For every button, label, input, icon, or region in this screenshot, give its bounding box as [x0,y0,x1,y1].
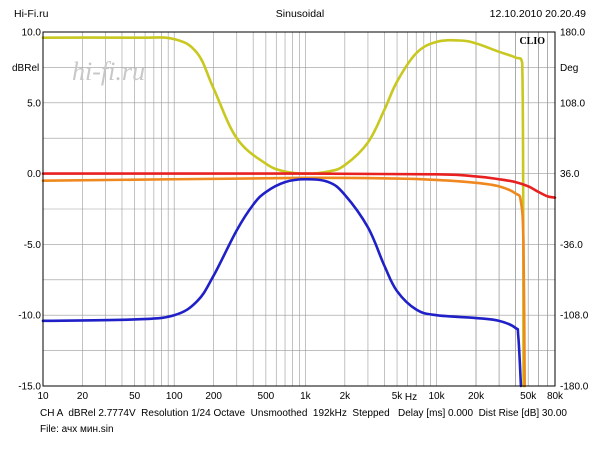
x-tick-label: 100 [166,391,183,402]
y2-axis-label: Deg [560,63,578,74]
watermark-text: hi-fi.ru [72,57,145,86]
timestamp: 12.10.2010 20.20.49 [489,8,586,20]
file-name: File: ачх мин.sin [40,424,114,435]
x-tick-label: 50 [129,391,141,402]
y-tick-label: 0.0 [27,169,41,180]
x-tick-label: 5k [392,391,404,402]
x-tick-label: 2k [340,391,352,402]
x-tick-label: 500 [258,391,275,402]
y-tick-label: 10.0 [22,28,42,39]
series-line-2 [41,172,557,199]
x-axis-label: Hz [405,392,417,403]
x-tick-label: 20k [468,391,485,402]
y-tick-label: -10.0 [18,311,41,322]
measurement-settings: CH A dBRel 2.7774V Resolution 1/24 Octav… [40,408,567,419]
y2-tick-label: 36.0 [560,169,580,180]
x-tick-label: 10k [428,391,445,402]
measurement-type: Sinusoidal [275,8,325,20]
series-line-3 [41,176,526,388]
series-line-1 [41,36,525,388]
y-tick-label: -5.0 [24,240,42,251]
y-tick-label: 5.0 [27,98,41,109]
y-tick-label: -15.0 [18,382,41,393]
y2-tick-label: -180.0 [560,382,589,393]
plot-frame [42,31,556,387]
app-title: Hi-Fi.ru [14,8,49,20]
clio-logo: CLIO [519,36,545,47]
x-tick-label: 200 [205,391,222,402]
y2-tick-label: -108.0 [560,311,589,322]
y2-tick-label: -36.0 [560,240,583,251]
x-tick-label: 50k [520,391,537,402]
axis-ticks: 10 20 50 100 200 500 1k 2k 5k 10k 20k 50k 80k 10.0 5.0… [18,28,589,403]
y2-tick-label: 180.0 [560,28,585,39]
x-tick-label: 1k [300,391,312,402]
x-tick-label: 20 [77,391,89,402]
y2-tick-label: 108.0 [560,98,585,109]
x-tick-label: 80k [547,391,564,402]
y-axis-label: dBRel [12,63,39,74]
x-tick-label: 10 [37,391,49,402]
series-line-4 [41,177,523,388]
series-layer [41,36,557,388]
